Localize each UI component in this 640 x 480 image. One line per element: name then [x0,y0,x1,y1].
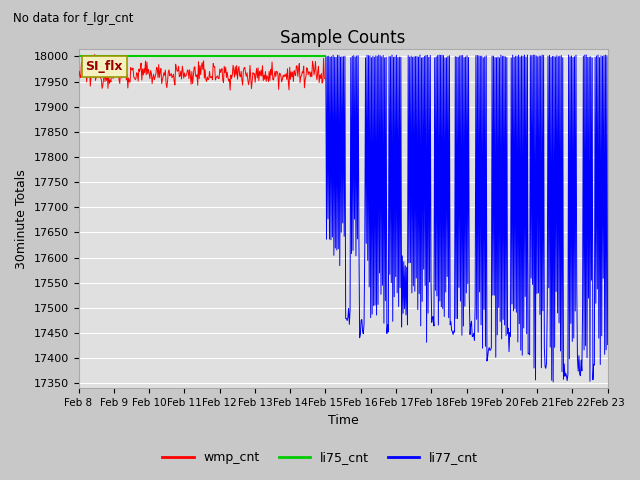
Legend: wmp_cnt, li75_cnt, li77_cnt: wmp_cnt, li75_cnt, li77_cnt [157,446,483,469]
Y-axis label: 30minute Totals: 30minute Totals [15,169,28,268]
Text: No data for f_lgr_cnt: No data for f_lgr_cnt [13,12,133,25]
Title: Sample Counts: Sample Counts [280,29,406,48]
X-axis label: Time: Time [328,414,358,427]
Text: SI_flx: SI_flx [85,60,123,73]
